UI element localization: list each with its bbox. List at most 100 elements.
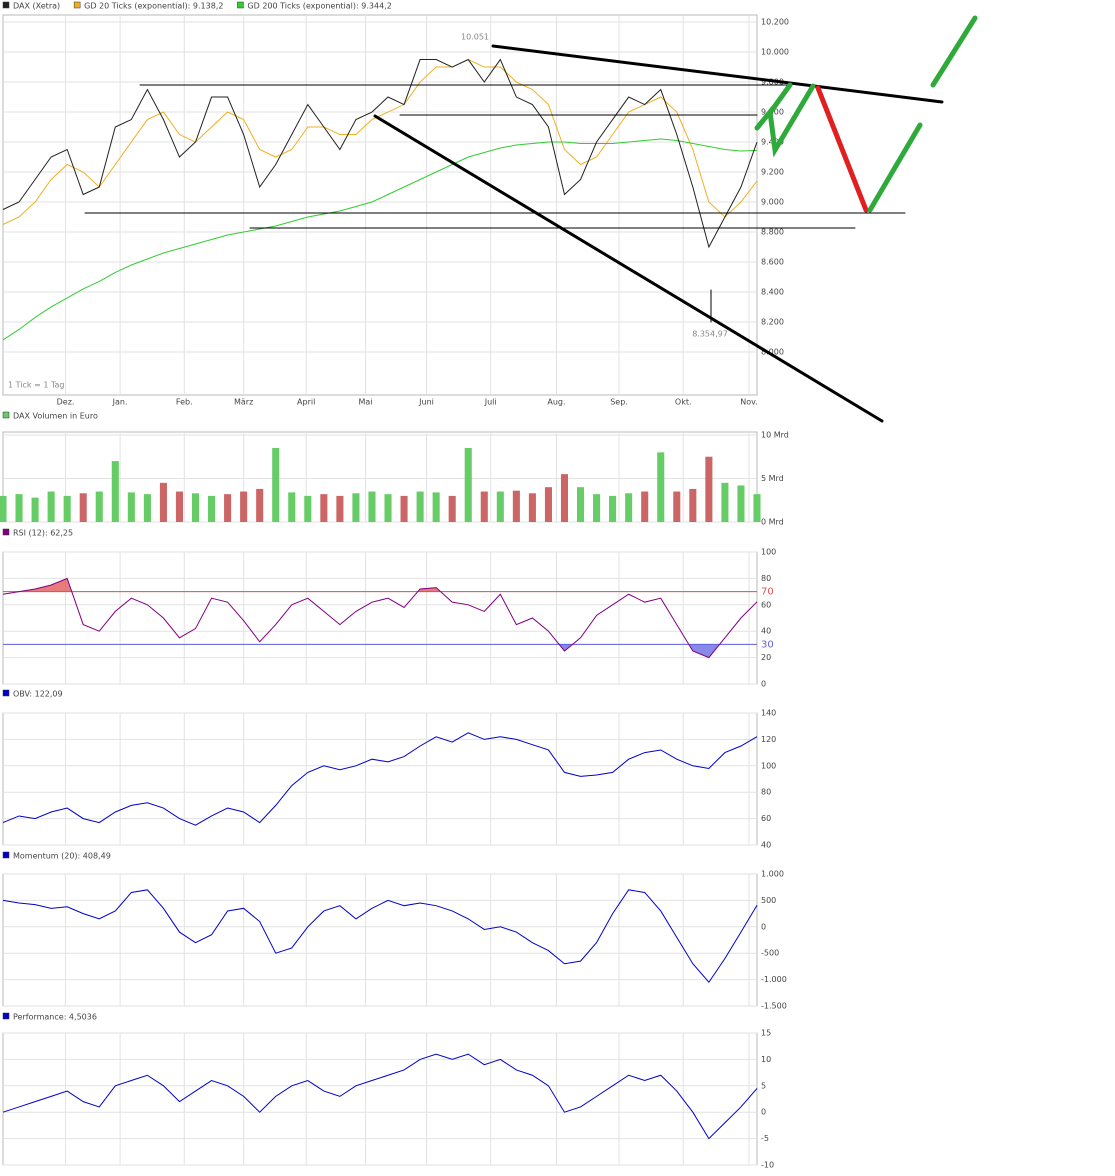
forecast-up — [867, 122, 923, 213]
bar — [609, 495, 617, 522]
band-fill — [3, 644, 757, 658]
x-tick-label: Nov. — [740, 398, 758, 407]
series-line — [2, 732, 758, 826]
bar — [208, 495, 216, 522]
legend-label: GD 20 Ticks (exponential): 9.138,2 — [84, 2, 223, 11]
bar — [544, 487, 552, 522]
bar — [79, 493, 87, 522]
y-tick-label: 60 — [761, 600, 771, 609]
forecast-up — [930, 15, 978, 88]
bar — [143, 494, 151, 522]
bar — [400, 495, 408, 522]
bar — [304, 495, 312, 522]
bar — [0, 495, 7, 522]
y-tick-label: 80 — [761, 574, 771, 583]
series-line — [2, 889, 758, 984]
bar — [63, 495, 71, 522]
y-tick-label: 120 — [761, 735, 776, 744]
y-tick-label: -10 — [761, 1161, 774, 1170]
bar — [641, 491, 649, 522]
bar — [368, 491, 376, 522]
y-tick-label: 9.200 — [761, 168, 784, 177]
y-tick-label: 100 — [761, 548, 776, 557]
bar — [352, 493, 360, 522]
legend-swatch — [73, 1, 81, 9]
bar — [320, 494, 328, 522]
legend-swatch — [2, 1, 10, 9]
trend-line — [491, 44, 944, 104]
y-tick-label: 1.000 — [761, 870, 784, 879]
annotation: 10.051 — [461, 33, 489, 42]
y-tick-label: -500 — [761, 949, 779, 958]
y-tick-label: 8.000 — [761, 347, 784, 356]
drawing-overlay — [84, 15, 978, 423]
legend-label: OBV: 122,09 — [13, 690, 63, 699]
bar — [95, 491, 103, 522]
bar — [15, 494, 23, 522]
legend-label: Performance: 4,5036 — [13, 1013, 97, 1022]
trend-line — [373, 114, 884, 423]
bar — [512, 490, 520, 522]
bar — [224, 494, 232, 522]
legend-swatch — [2, 851, 10, 859]
y-tick-label: 70 — [761, 587, 774, 598]
y-tick-label: 10 Mrd — [761, 430, 789, 439]
y-tick-label: 8.400 — [761, 287, 784, 296]
bar — [496, 491, 504, 522]
bar — [240, 491, 248, 522]
bar — [625, 493, 633, 522]
y-tick-label: 8.200 — [761, 317, 784, 326]
y-tick-label: 60 — [761, 814, 771, 823]
forecast-up — [754, 83, 816, 158]
bar — [464, 448, 472, 522]
annotation: 1 Tick = 1 Tag — [8, 381, 65, 390]
y-tick-label: 30 — [761, 639, 774, 650]
y-tick-label: 40 — [761, 841, 771, 850]
bar — [191, 493, 200, 522]
y-tick-label: -5 — [761, 1134, 769, 1143]
bar — [127, 492, 135, 522]
plot-frame — [2, 873, 758, 1007]
legend-swatch — [2, 689, 10, 697]
bar — [673, 491, 681, 522]
bar — [753, 494, 761, 522]
y-tick-label: -1.000 — [761, 975, 787, 984]
y-tick-label: 500 — [761, 896, 776, 905]
legend-label: DAX Volumen in Euro — [13, 412, 98, 421]
legend-label: DAX (Xetra) — [13, 2, 60, 11]
bar — [336, 495, 344, 522]
x-tick-label: März — [234, 398, 253, 407]
bar — [576, 487, 585, 522]
legend-swatch — [2, 528, 10, 536]
legend-label: GD 200 Ticks (exponential): 9.344,2 — [247, 2, 391, 11]
bar — [175, 491, 184, 522]
y-tick-label: 8.600 — [761, 257, 784, 266]
legend-swatch — [2, 1012, 10, 1020]
y-tick-label: 15 — [761, 1029, 771, 1038]
series-line — [2, 58, 758, 225]
bar — [384, 494, 392, 522]
x-tick-label: Mai — [359, 398, 373, 407]
legend-swatch — [237, 1, 244, 9]
plot-frame — [2, 551, 758, 685]
plot-frame — [2, 14, 758, 396]
bar — [593, 494, 601, 522]
x-tick-label: Juni — [418, 398, 434, 407]
legend-label: Momentum (20): 408,49 — [13, 852, 111, 861]
bar — [416, 491, 424, 522]
y-tick-label: 0 Mrd — [761, 518, 784, 527]
bar — [689, 488, 697, 522]
bar — [480, 491, 488, 522]
bar — [448, 495, 456, 522]
series-line — [2, 577, 758, 659]
y-tick-label: 5 — [761, 1081, 766, 1090]
legend-label: RSI (12): 62,25 — [13, 529, 73, 538]
y-tick-label: 5 Mrd — [761, 474, 784, 483]
plot-frame — [2, 1032, 758, 1166]
y-tick-label: 10.200 — [761, 18, 789, 27]
x-tick-label: April — [297, 398, 315, 407]
x-tick-label: Juli — [484, 398, 497, 407]
bar — [737, 485, 745, 522]
x-tick-label: Okt. — [675, 398, 692, 407]
